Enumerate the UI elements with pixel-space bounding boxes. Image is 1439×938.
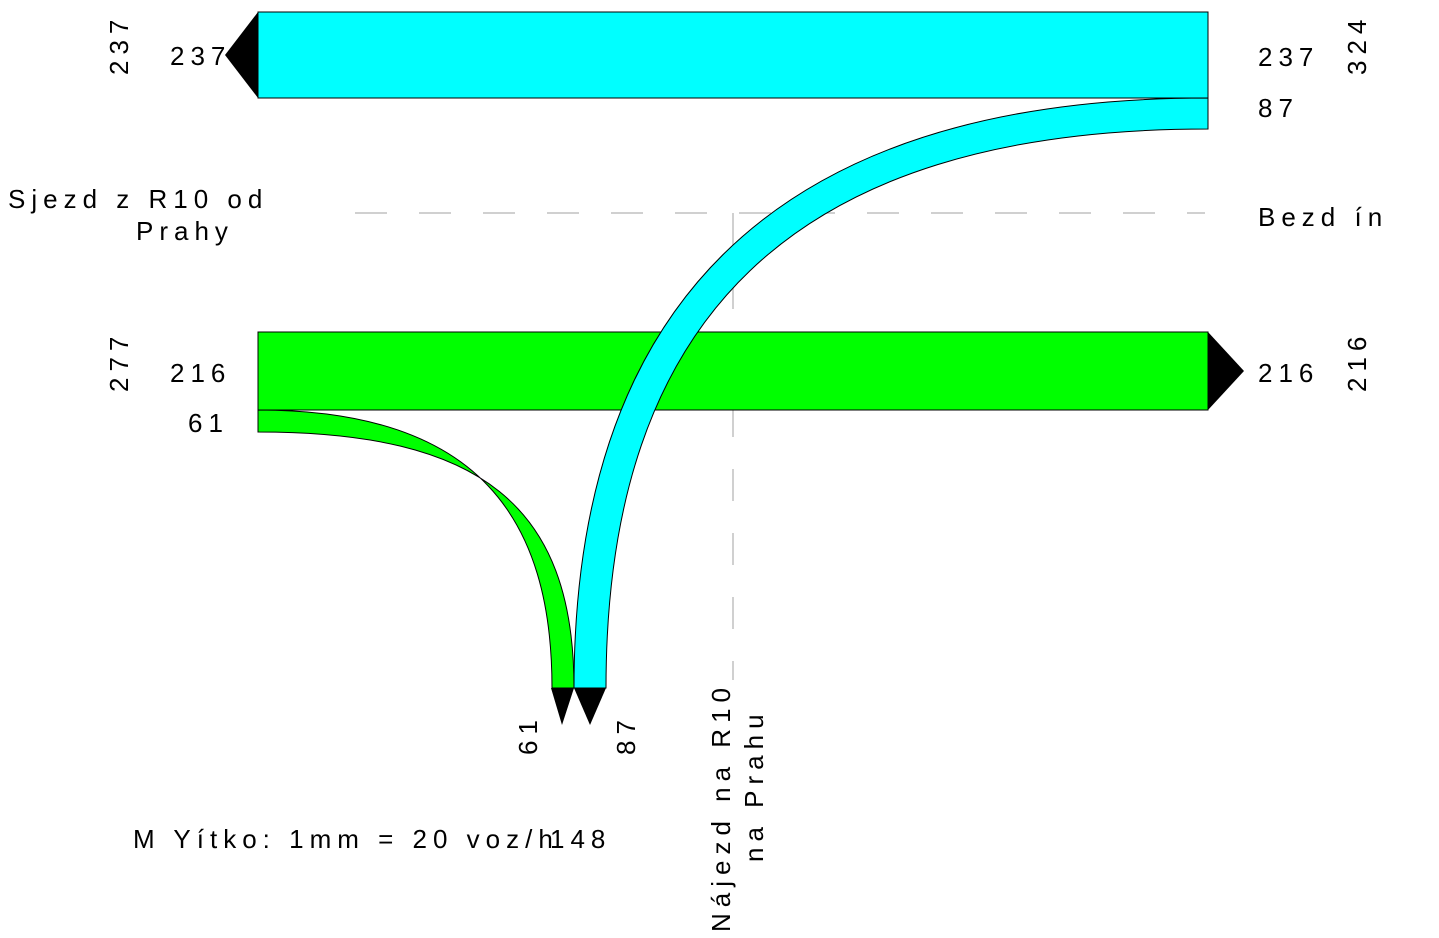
- label-flow-87-right: 87: [1258, 93, 1299, 123]
- right-total-in: 324: [1342, 14, 1372, 75]
- bottom-approach-name-line1: Nájezd na R10: [706, 682, 736, 932]
- right-approach-name: Bezd ín: [1258, 202, 1388, 232]
- arrow-bottom-cyan-icon: [574, 688, 606, 725]
- left-approach-name-line1: Sjezd z R10 od: [8, 184, 268, 214]
- label-flow-61-bottom: 61: [513, 714, 543, 755]
- arrow-bottom-green-icon: [551, 688, 574, 725]
- arrow-right-exit-icon: [1208, 332, 1244, 410]
- flow-left-to-right: [257, 331, 1209, 411]
- bottom-approach-name-line2: na Prahu: [739, 708, 769, 862]
- scale-note: M Yítko: 1mm = 20 voz/h: [133, 824, 559, 854]
- flow-left-to-bottom: [257, 409, 575, 689]
- bottom-total-in: 148: [550, 824, 611, 854]
- flow-right-to-left: [257, 11, 1209, 99]
- label-flow-237-right: 237: [1258, 42, 1319, 72]
- label-flow-87-bottom: 87: [611, 714, 641, 755]
- label-flow-216-left: 216: [170, 358, 231, 388]
- arrow-left-exit-icon: [225, 12, 258, 98]
- label-flow-216-right: 216: [1258, 358, 1319, 388]
- label-flow-237-left: 237: [170, 41, 231, 71]
- left-total-out: 237: [104, 14, 134, 75]
- right-total-out: 216: [1342, 331, 1372, 392]
- left-total-in: 277: [104, 331, 134, 392]
- label-flow-61-left: 61: [188, 408, 229, 438]
- left-approach-name-line2: Prahy: [136, 216, 234, 246]
